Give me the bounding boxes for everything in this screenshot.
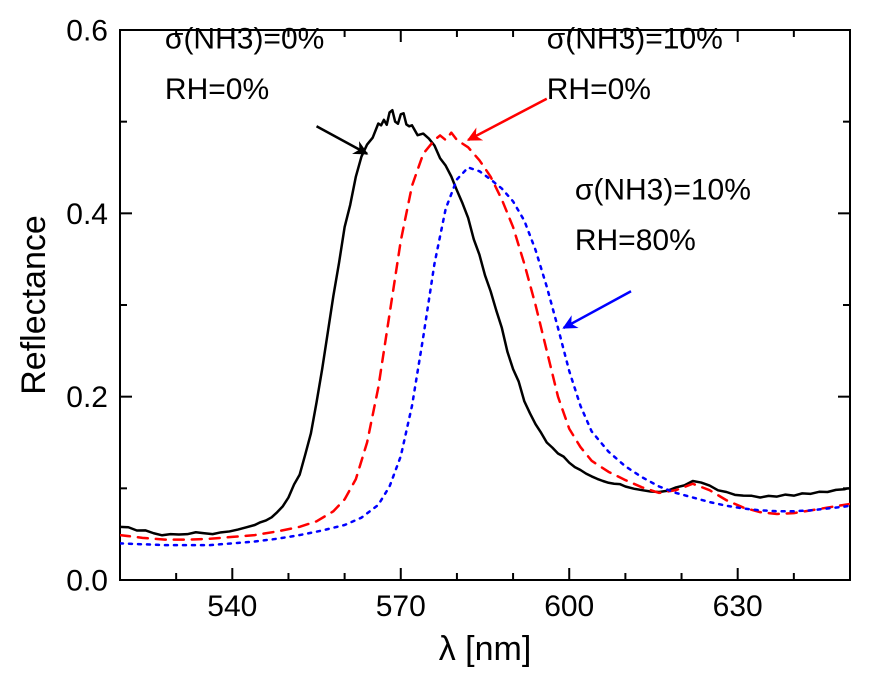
annotation-text: σ(NH3)=0% [165,22,324,55]
annotation-text: RH=80% [575,224,696,257]
x-tick-label: 630 [713,590,763,623]
reflectance-chart: 540 570 600 630 0.0 0.2 0.4 0.6 λ [nm] Reflectanc… [0,0,884,684]
annotation-arrow [317,126,368,154]
annotation-text: RH=0% [547,73,651,106]
x-tick-label: 540 [207,590,257,623]
y-axis-label: Reflectance [15,215,53,395]
y-tick-label: 0.2 [66,381,108,414]
annotation-arrow [468,99,547,140]
x-tick-label: 570 [376,590,426,623]
y-tick-label: 0.4 [66,198,108,231]
annotation-text: RH=0% [165,73,269,106]
series-s3 [120,168,850,546]
x-tick-label: 600 [544,590,594,623]
y-tick-label: 0.0 [66,565,108,598]
y-tick-label: 0.6 [66,15,108,48]
annotation-arrow [564,291,631,328]
plot-frame [120,30,850,580]
annotation-text: σ(NH3)=10% [575,174,751,207]
x-axis-label: λ [nm] [439,630,532,668]
annotation-text: σ(NH3)=10% [547,22,723,55]
